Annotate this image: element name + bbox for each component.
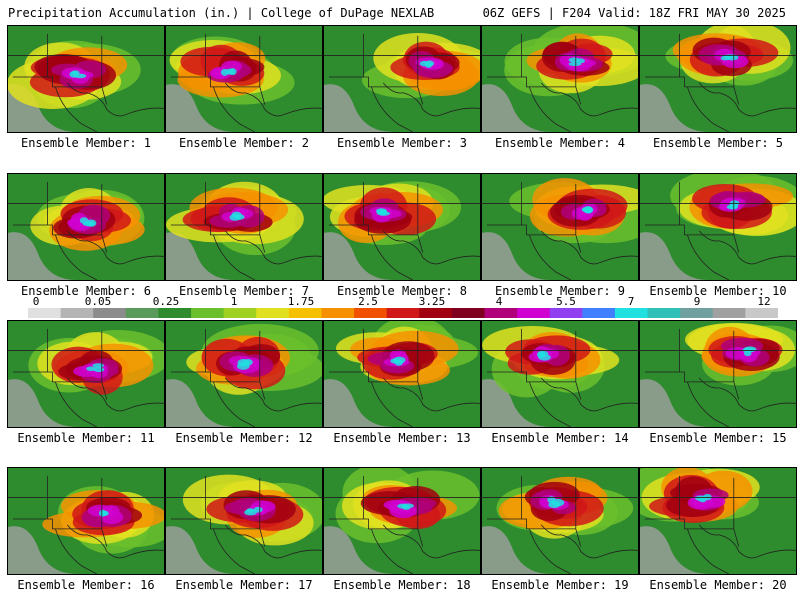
precipitation-field bbox=[166, 26, 322, 132]
ensemble-member-map bbox=[481, 25, 639, 133]
ensemble-member-map bbox=[639, 25, 797, 133]
ensemble-member-map bbox=[7, 467, 165, 575]
precipitation-field bbox=[640, 26, 796, 132]
ensemble-member-label: Ensemble Member: 4 bbox=[494, 136, 626, 150]
colorbar-segment bbox=[191, 308, 225, 318]
precipitation-field bbox=[8, 174, 164, 280]
colorbar-tick-label: 1 bbox=[230, 295, 238, 308]
precipitation-field bbox=[640, 321, 796, 427]
colorbar-tick-label: 3.25 bbox=[418, 295, 446, 308]
precipitation-field bbox=[8, 26, 164, 132]
ensemble-member-label: Ensemble Member: 7 bbox=[178, 284, 310, 298]
ensemble-member-map bbox=[7, 320, 165, 428]
ensemble-member-label: Ensemble Member: 20 bbox=[649, 578, 787, 592]
colorbar-tick-label: 0 bbox=[32, 295, 40, 308]
colorbar-segment bbox=[745, 308, 778, 318]
ensemble-member-label: Ensemble Member: 17 bbox=[175, 578, 313, 592]
precipitation-field bbox=[166, 468, 322, 574]
colorbar-segment bbox=[680, 308, 714, 318]
precipitation-field bbox=[482, 174, 638, 280]
colorbar-segment bbox=[288, 308, 322, 318]
ensemble-member-map bbox=[323, 173, 481, 281]
ensemble-member-map bbox=[7, 25, 165, 133]
colorbar-segment bbox=[614, 308, 649, 318]
precipitation-field bbox=[324, 174, 480, 280]
precipitation-field bbox=[324, 468, 480, 574]
product-title: Precipitation Accumulation (in.) | Colle… bbox=[8, 6, 435, 20]
colorbar-segment bbox=[223, 308, 257, 318]
colorbar-tick-label: 2.5 bbox=[358, 295, 378, 308]
colorbar-segment bbox=[125, 308, 159, 318]
colorbar-segment bbox=[484, 308, 518, 318]
ensemble-member-label: Ensemble Member: 16 bbox=[17, 578, 155, 592]
ensemble-member-label: Ensemble Member: 9 bbox=[494, 284, 626, 298]
ensemble-member-label: Ensemble Member: 19 bbox=[491, 578, 629, 592]
colorbar-segment bbox=[549, 308, 583, 318]
colorbar-tick-label: 1.75 bbox=[287, 295, 315, 308]
precipitation-field bbox=[8, 468, 164, 574]
precipitation-field bbox=[482, 468, 638, 574]
ensemble-member-map bbox=[639, 467, 797, 575]
colorbar-segment bbox=[60, 308, 94, 318]
ensemble-member-label: Ensemble Member: 8 bbox=[336, 284, 468, 298]
ensemble-member-map bbox=[165, 320, 323, 428]
precipitation-field bbox=[324, 321, 480, 427]
ensemble-member-map bbox=[323, 467, 481, 575]
precipitation-field bbox=[166, 321, 322, 427]
colorbar-segment bbox=[158, 308, 192, 318]
ensemble-member-label: Ensemble Member: 12 bbox=[175, 431, 313, 445]
ensemble-member-label: Ensemble Member: 18 bbox=[333, 578, 471, 592]
colorbar-segment bbox=[93, 308, 127, 318]
colorbar-segment bbox=[354, 308, 388, 318]
precipitation-colorbar bbox=[28, 308, 778, 318]
ensemble-member-label: Ensemble Member: 11 bbox=[17, 431, 155, 445]
colorbar-tick-label: 4 bbox=[495, 295, 503, 308]
colorbar-tick-label: 12 bbox=[757, 295, 771, 308]
ensemble-member-label: Ensemble Member: 2 bbox=[178, 136, 310, 150]
colorbar-segment bbox=[256, 308, 290, 318]
precipitation-field bbox=[166, 174, 322, 280]
precipitation-field bbox=[482, 321, 638, 427]
ensemble-member-map bbox=[639, 173, 797, 281]
colorbar-segment bbox=[386, 308, 420, 318]
ensemble-member-map bbox=[323, 25, 481, 133]
colorbar-tick-label: 0.25 bbox=[152, 295, 180, 308]
ensemble-member-map bbox=[323, 320, 481, 428]
colorbar-segment bbox=[517, 308, 551, 318]
ensemble-member-map bbox=[165, 25, 323, 133]
ensemble-member-label: Ensemble Member: 1 bbox=[20, 136, 152, 150]
colorbar-tick-label: 7 bbox=[627, 295, 635, 308]
precipitation-field bbox=[640, 174, 796, 280]
ensemble-member-label: Ensemble Member: 5 bbox=[652, 136, 784, 150]
ensemble-member-label: Ensemble Member: 13 bbox=[333, 431, 471, 445]
colorbar-segment bbox=[451, 308, 486, 318]
precipitation-field bbox=[640, 468, 796, 574]
ensemble-member-map bbox=[7, 173, 165, 281]
colorbar-segment bbox=[712, 308, 746, 318]
ensemble-member-map bbox=[639, 320, 797, 428]
colorbar-segment bbox=[28, 308, 62, 318]
ensemble-member-map bbox=[481, 173, 639, 281]
ensemble-member-map bbox=[165, 467, 323, 575]
colorbar-segment bbox=[419, 308, 453, 318]
ensemble-member-label: Ensemble Member: 6 bbox=[20, 284, 152, 298]
colorbar-tick-label: 9 bbox=[693, 295, 701, 308]
ensemble-member-label: Ensemble Member: 3 bbox=[336, 136, 468, 150]
ensemble-member-label: Ensemble Member: 15 bbox=[649, 431, 787, 445]
precipitation-field bbox=[482, 26, 638, 132]
colorbar-tick-label: 5.5 bbox=[556, 295, 576, 308]
ensemble-member-label: Ensemble Member: 14 bbox=[491, 431, 629, 445]
precipitation-field bbox=[8, 321, 164, 427]
valid-time: 06Z GEFS | F204 Valid: 18Z FRI MAY 30 20… bbox=[482, 6, 786, 20]
precipitation-field bbox=[324, 26, 480, 132]
ensemble-member-map bbox=[481, 320, 639, 428]
ensemble-member-map bbox=[481, 467, 639, 575]
colorbar-segment bbox=[321, 308, 355, 318]
colorbar-segment bbox=[582, 308, 616, 318]
ensemble-member-map bbox=[165, 173, 323, 281]
colorbar-segment bbox=[647, 308, 681, 318]
ensemble-member-label: Ensemble Member: 10 bbox=[649, 284, 787, 298]
colorbar-tick-label: 0.05 bbox=[84, 295, 112, 308]
